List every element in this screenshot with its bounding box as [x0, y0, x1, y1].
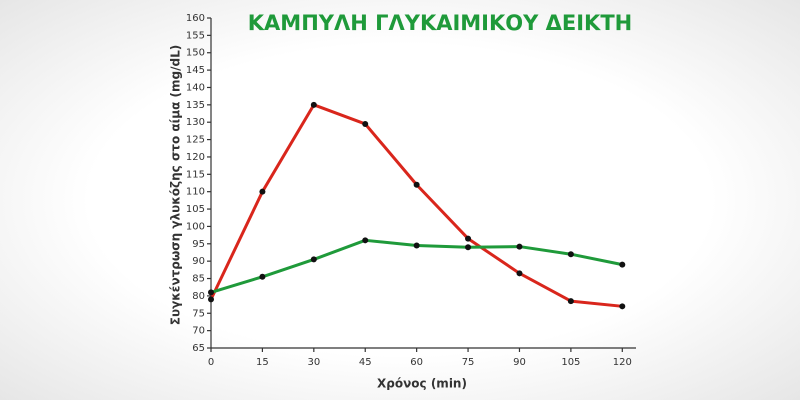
data-point — [465, 244, 472, 251]
data-point — [362, 120, 369, 127]
x-tick-label: 45 — [359, 357, 372, 368]
y-tick-label: 95 — [192, 239, 205, 250]
x-tick-label: 105 — [561, 357, 580, 368]
x-tick-label: 120 — [613, 357, 632, 368]
x-tick-label: 60 — [410, 357, 423, 368]
y-tick-label: 105 — [186, 204, 205, 215]
data-point — [619, 303, 626, 310]
data-point — [413, 181, 420, 188]
data-point — [310, 101, 317, 108]
y-tick-label: 125 — [186, 135, 205, 146]
y-axis-label: Συγκέντρωση γλυκόζης στο αίμα (mg/dL) — [169, 45, 183, 325]
data-point — [208, 296, 214, 303]
data-point — [567, 298, 574, 305]
y-tick-label: 155 — [186, 30, 205, 41]
data-point — [310, 256, 317, 263]
data-point — [259, 188, 266, 195]
y-tick-label: 75 — [192, 308, 205, 319]
y-tick-label: 65 — [192, 343, 205, 354]
series-line — [209, 103, 623, 308]
x-tick-label: 15 — [256, 357, 269, 368]
data-point — [362, 237, 369, 244]
data-point — [516, 270, 523, 277]
y-tick-label: 90 — [192, 256, 205, 267]
y-tick-label: 70 — [192, 326, 205, 337]
x-axis-label: Χρόνος (min) — [377, 377, 467, 391]
x-tick-label: 75 — [462, 357, 475, 368]
data-point — [567, 251, 574, 258]
y-tick-label: 120 — [186, 152, 205, 163]
x-tick-label: 0 — [208, 357, 214, 368]
data-point — [619, 261, 626, 268]
y-tick-label: 150 — [186, 48, 205, 59]
x-tick-label: 30 — [307, 357, 320, 368]
y-tick-label: 160 — [186, 13, 205, 24]
y-tick-label: 140 — [186, 82, 205, 93]
data-point — [259, 273, 266, 280]
y-tick-label: 115 — [186, 169, 205, 180]
x-tick-label: 90 — [513, 357, 526, 368]
y-tick-label: 85 — [192, 274, 205, 285]
data-point — [208, 289, 214, 296]
data-point — [465, 235, 472, 242]
y-tick-label: 135 — [186, 100, 205, 111]
y-tick-label: 130 — [186, 117, 205, 128]
y-tick-label: 145 — [186, 65, 205, 76]
data-point — [516, 243, 523, 250]
y-tick-label: 110 — [186, 187, 205, 198]
y-tick-label: 100 — [186, 221, 205, 232]
y-tick-label: 80 — [192, 291, 205, 302]
data-point — [413, 242, 420, 249]
chart-title: ΚΑΜΠΥΛΗ ΓΛΥΚΑΙΜΙΚΟΥ ΔΕΙΚΤΗ — [248, 11, 632, 35]
